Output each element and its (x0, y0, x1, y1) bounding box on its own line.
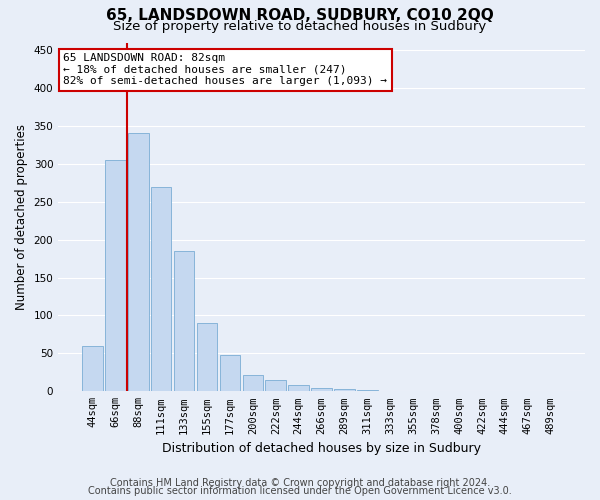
Text: Contains public sector information licensed under the Open Government Licence v3: Contains public sector information licen… (88, 486, 512, 496)
Bar (265, 380, 286, 392)
Y-axis label: Number of detached properties: Number of detached properties (15, 124, 28, 310)
Bar (311, 388, 332, 392)
Bar (289, 385, 309, 392)
Text: 65, LANDSDOWN ROAD, SUDBURY, CO10 2QQ: 65, LANDSDOWN ROAD, SUDBURY, CO10 2QQ (106, 8, 494, 22)
Bar (380, 390, 401, 392)
Bar (174, 251, 194, 392)
Bar (472, 390, 493, 392)
Bar (220, 355, 240, 392)
Text: Size of property relative to detached houses in Sudbury: Size of property relative to detached ho… (113, 20, 487, 33)
Text: Contains HM Land Registry data © Crown copyright and database right 2024.: Contains HM Land Registry data © Crown c… (110, 478, 490, 488)
Bar (105, 160, 125, 392)
X-axis label: Distribution of detached houses by size in Sudbury: Distribution of detached houses by size … (162, 442, 481, 455)
Bar (242, 374, 263, 392)
Bar (518, 390, 538, 392)
Bar (357, 390, 378, 392)
Bar (197, 323, 217, 392)
Bar (82, 346, 103, 392)
Text: 65 LANDSDOWN ROAD: 82sqm
← 18% of detached houses are smaller (247)
82% of semi-: 65 LANDSDOWN ROAD: 82sqm ← 18% of detach… (64, 53, 388, 86)
Bar (403, 390, 424, 392)
Bar (151, 186, 172, 392)
Bar (128, 134, 149, 392)
Bar (334, 389, 355, 392)
